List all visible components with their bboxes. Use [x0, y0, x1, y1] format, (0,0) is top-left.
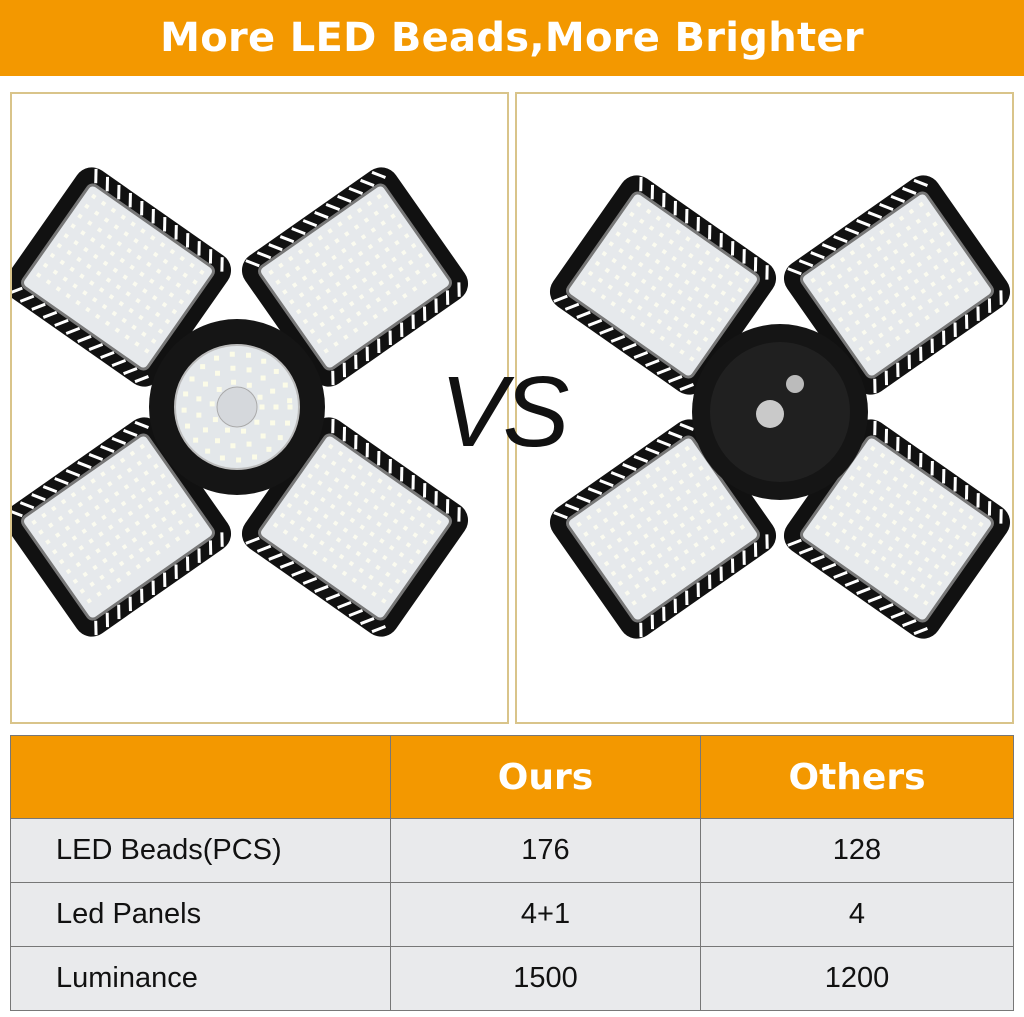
- table-header-row: Ours Others: [10, 735, 1014, 819]
- led-panel: [12, 417, 232, 637]
- ours-led-light-image: [12, 167, 469, 637]
- ours-value: 4+1: [390, 882, 701, 947]
- table-row: LED Beads(PCS) 176 128: [10, 818, 1014, 883]
- led-panel: [783, 175, 1011, 395]
- led-panel: [241, 167, 469, 387]
- header-others: Others: [700, 735, 1014, 819]
- others-value: 128: [700, 818, 1014, 883]
- header-blank: [10, 735, 391, 819]
- banner-title: More LED Beads,More Brighter: [0, 0, 1024, 76]
- others-value: 1200: [700, 946, 1014, 1011]
- row-label: LED Beads(PCS): [10, 818, 391, 883]
- ours-value: 1500: [390, 946, 701, 1011]
- led-panel: [549, 419, 777, 639]
- comparison-table: Ours Others LED Beads(PCS) 176 128 Led P…: [10, 735, 1014, 1011]
- others-value: 4: [700, 882, 1014, 947]
- ours-product-image: [10, 92, 509, 724]
- led-panel: [549, 175, 777, 395]
- others-product-image: [515, 92, 1014, 724]
- table-row: Led Panels 4+1 4: [10, 882, 1014, 947]
- others-led-light-image: [549, 175, 1011, 639]
- row-label: Luminance: [10, 946, 391, 1011]
- vs-label: VS: [440, 356, 569, 468]
- motion-sensor-icon: [756, 400, 784, 428]
- header-ours: Ours: [390, 735, 701, 819]
- table-row: Luminance 1500 1200: [10, 946, 1014, 1011]
- led-panel: [12, 167, 232, 387]
- row-label: Led Panels: [10, 882, 391, 947]
- ours-value: 176: [390, 818, 701, 883]
- led-panel: [241, 417, 469, 637]
- motion-sensor-icon: [216, 386, 258, 428]
